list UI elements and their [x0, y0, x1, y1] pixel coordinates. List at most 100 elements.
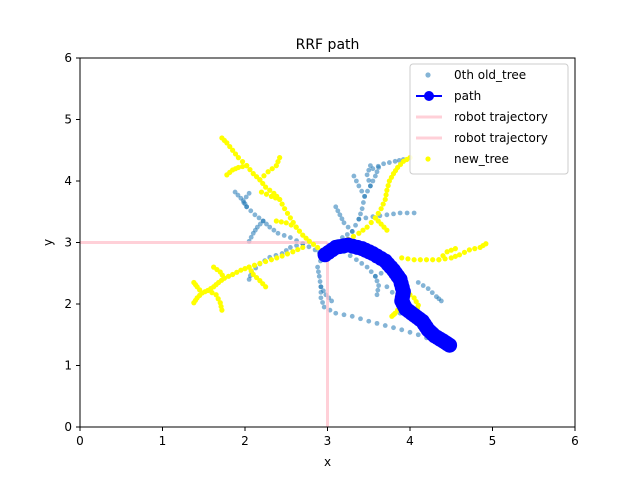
y-tick-label: 5 [64, 113, 72, 127]
old-tree-point [397, 210, 403, 216]
old-tree-point [353, 257, 359, 263]
old-tree-point [294, 243, 299, 248]
old-tree-point [364, 172, 370, 178]
y-axis-label: y [41, 239, 55, 246]
new-tree-point [253, 174, 260, 180]
old-tree-point [375, 287, 381, 293]
old-tree-point [257, 221, 263, 227]
new-tree-point [293, 224, 299, 230]
legend-label: robot trajectory [454, 131, 548, 145]
new-tree-point [382, 196, 388, 203]
old-tree-point [232, 189, 238, 195]
old-tree-point [358, 211, 363, 217]
new-tree-point [283, 220, 289, 226]
new-tree-point [238, 267, 244, 273]
new-tree-point [263, 284, 269, 290]
old-tree-point [349, 229, 355, 234]
x-tick-label: 1 [159, 434, 167, 448]
new-tree-point [384, 227, 390, 233]
new-tree-point [383, 192, 389, 198]
new-tree-point [239, 159, 246, 165]
old-tree-point [415, 280, 421, 285]
old-tree-point [384, 284, 390, 290]
new-tree-point [239, 163, 246, 170]
old-tree-point [316, 269, 321, 275]
new-tree-point [405, 256, 411, 262]
old-tree-point [374, 292, 380, 298]
new-tree-point [364, 224, 370, 230]
y-tick-label: 0 [64, 420, 72, 434]
new-tree-point [265, 169, 271, 175]
new-tree-point [211, 264, 217, 270]
new-tree-point [417, 257, 423, 263]
old-tree-point [396, 157, 402, 163]
new-tree-point [423, 257, 430, 263]
new-tree-point [448, 247, 454, 253]
new-tree-point [224, 172, 230, 178]
new-tree-point [378, 206, 384, 212]
new-tree-point [295, 246, 301, 253]
old-tree-point [366, 318, 372, 324]
y-tick-label: 3 [64, 236, 72, 250]
new-tree-point [235, 155, 241, 161]
old-tree-point [243, 194, 249, 200]
old-tree-point [399, 327, 405, 333]
new-tree-point [461, 249, 468, 255]
old-tree-point [356, 216, 362, 222]
old-tree-point [260, 218, 266, 224]
y-tick-label: 2 [64, 297, 72, 311]
axis-ticks: 0 1 2 3 4 5 6 0 1 2 3 4 5 6 [64, 51, 578, 448]
old-tree-point [256, 215, 262, 221]
old-tree-point [248, 234, 254, 240]
new-tree-point [315, 244, 321, 251]
old-tree-point [321, 304, 327, 310]
legend-swatch [425, 72, 431, 78]
old-tree-point [347, 253, 353, 259]
chart-title: RRF path [296, 37, 360, 53]
old-tree-point [246, 277, 252, 282]
old-tree-point [356, 183, 362, 189]
old-tree-point [315, 264, 320, 270]
new-tree-point [436, 257, 442, 263]
old-tree-point [359, 261, 365, 266]
new-tree-point [444, 249, 450, 255]
old-tree-point [246, 190, 252, 196]
new-tree-point [300, 232, 306, 238]
old-tree-point [438, 298, 444, 304]
new-tree-point [275, 159, 281, 165]
old-tree-point [333, 310, 339, 316]
new-tree-point [375, 210, 381, 216]
new-tree-point [250, 271, 256, 278]
old-tree-point [415, 332, 421, 338]
new-tree-point [360, 227, 366, 233]
new-tree-point [296, 228, 303, 234]
new-tree-point [472, 246, 478, 252]
new-tree-point [277, 155, 283, 161]
new-tree-point [253, 274, 260, 281]
x-tick-label: 3 [324, 434, 332, 448]
new-tree-point [430, 257, 436, 263]
new-tree-point [282, 206, 288, 212]
new-tree-point [452, 253, 458, 259]
old-tree-point [349, 313, 355, 319]
old-tree-point [320, 288, 326, 294]
new-tree-point [448, 255, 454, 261]
new-tree-point [273, 218, 279, 224]
new-tree-point [290, 249, 296, 255]
old-tree-point [351, 173, 357, 179]
old-tree-point [378, 270, 384, 276]
new-tree-point [191, 300, 197, 306]
legend-swatch [425, 156, 431, 162]
old-tree-point [411, 210, 417, 216]
new-tree-point [277, 196, 283, 203]
x-tick-label: 0 [76, 434, 84, 448]
old-tree-point [429, 290, 435, 296]
new-tree-point [284, 251, 291, 257]
new-tree-point [466, 247, 472, 253]
new-tree-point [272, 195, 279, 201]
new-tree-point [440, 253, 446, 259]
new-tree-point [230, 147, 236, 153]
new-tree-point [350, 233, 357, 239]
legend-label: path [454, 89, 481, 103]
